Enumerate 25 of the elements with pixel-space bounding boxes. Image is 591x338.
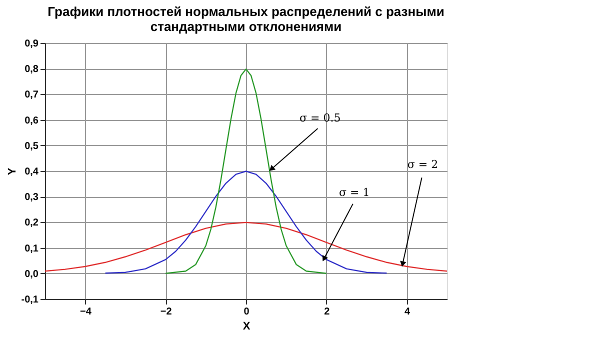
line-series [104,170,388,274]
y-tick-label: 0,7 [24,90,39,101]
x-axis-title: X [242,320,251,332]
annotation: σ = 0.5 [300,111,341,124]
text: Графики плотностей нормальных распределений с разными [48,4,444,19]
x-tick-label: 4 [404,306,411,318]
x-tick-label: 0 [244,306,250,318]
x-tick-label: 2 [324,306,330,318]
y-tick-label: 0,0 [24,268,39,280]
y-tick-label: 0,3 [24,192,39,204]
annotation: σ = 1 [339,186,370,200]
x-tick-label: −2 [160,306,172,318]
text: стандартными отклонениями [150,19,342,34]
y-tick-label: 0,1 [24,243,39,254]
y-axis-title: Y [6,167,18,176]
line-series [44,222,448,272]
y-tick-label: 0,2 [24,218,39,229]
y-tick-label: 0,9 [24,38,39,50]
y-tick-label: 0,6 [24,115,39,126]
annotation: σ = 2 [407,158,438,172]
y-tick-label: 0,5 [24,140,39,152]
y-tick-label: -0,1 [21,294,39,306]
x-tick-label: −4 [80,306,92,318]
y-tick-label: 0,4 [24,166,39,178]
y-tick-label: 0,8 [24,64,39,76]
